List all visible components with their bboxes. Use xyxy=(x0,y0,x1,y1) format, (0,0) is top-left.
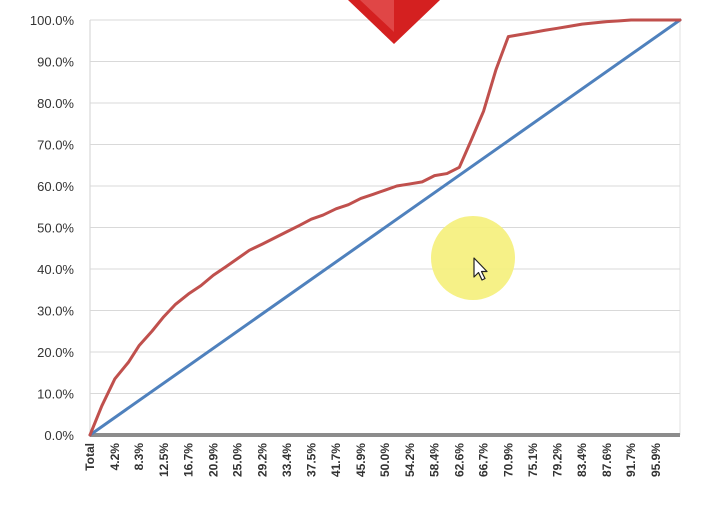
x-tick-label: 66.7% xyxy=(477,443,491,477)
x-tick-label: 50.0% xyxy=(378,443,392,477)
red-marker-highlight xyxy=(360,0,394,32)
x-tick-label: 4.2% xyxy=(108,443,122,471)
x-axis: Total 4.2% 8.3% 12.5% 16.7% 20.9% 25.0% 29.2% 33… xyxy=(83,433,680,477)
x-tick-label: 62.6% xyxy=(452,443,466,477)
y-axis: 0.0% 10.0% 20.0% 30.0% 40.0% 50.0% 60.0% 70.0% 8… xyxy=(30,13,75,443)
series-line-reference xyxy=(88,18,682,437)
x-tick-label: 75.1% xyxy=(526,443,540,477)
x-tick-label: 25.0% xyxy=(231,443,245,477)
y-tick-label: 10.0% xyxy=(37,387,74,402)
y-tick-label: 40.0% xyxy=(37,262,74,277)
x-tick-label: 41.7% xyxy=(329,443,343,477)
x-tick-label: Total xyxy=(83,443,97,471)
y-tick-label: 100.0% xyxy=(30,13,75,28)
x-tick-label: 95.9% xyxy=(649,443,663,477)
mouse-pointer-icon xyxy=(473,257,488,281)
y-tick-label: 20.0% xyxy=(37,345,74,360)
y-tick-label: 0.0% xyxy=(44,428,74,443)
x-tick-label: 12.5% xyxy=(157,443,171,477)
x-tick-label: 16.7% xyxy=(182,443,196,477)
x-tick-label: 29.2% xyxy=(255,443,269,477)
x-tick-label: 37.5% xyxy=(304,443,318,477)
x-tick-label: 91.7% xyxy=(624,443,638,477)
y-tick-label: 80.0% xyxy=(37,96,74,111)
y-tick-label: 50.0% xyxy=(37,221,74,236)
gridlines xyxy=(90,19,680,394)
x-tick-label: 87.6% xyxy=(600,443,614,477)
x-tick-label: 8.3% xyxy=(132,443,146,471)
y-tick-label: 90.0% xyxy=(37,55,74,70)
x-tick-label: 20.9% xyxy=(206,443,220,477)
x-tick-label: 58.4% xyxy=(428,443,442,477)
x-tick-label: 83.4% xyxy=(575,443,589,477)
x-tick-label: 70.9% xyxy=(501,443,515,477)
y-tick-label: 60.0% xyxy=(37,179,74,194)
series-layer xyxy=(88,18,682,437)
series-line-cumulative xyxy=(88,18,682,437)
cursor-highlight xyxy=(431,216,515,300)
overlay-layer xyxy=(348,0,515,300)
y-tick-label: 70.0% xyxy=(37,138,74,153)
x-tick-label: 79.2% xyxy=(550,443,564,477)
x-tick-label: 45.9% xyxy=(354,443,368,477)
x-tick-label: 33.4% xyxy=(280,443,294,477)
x-tick-label: 54.2% xyxy=(403,443,417,477)
y-tick-label: 30.0% xyxy=(37,304,74,319)
